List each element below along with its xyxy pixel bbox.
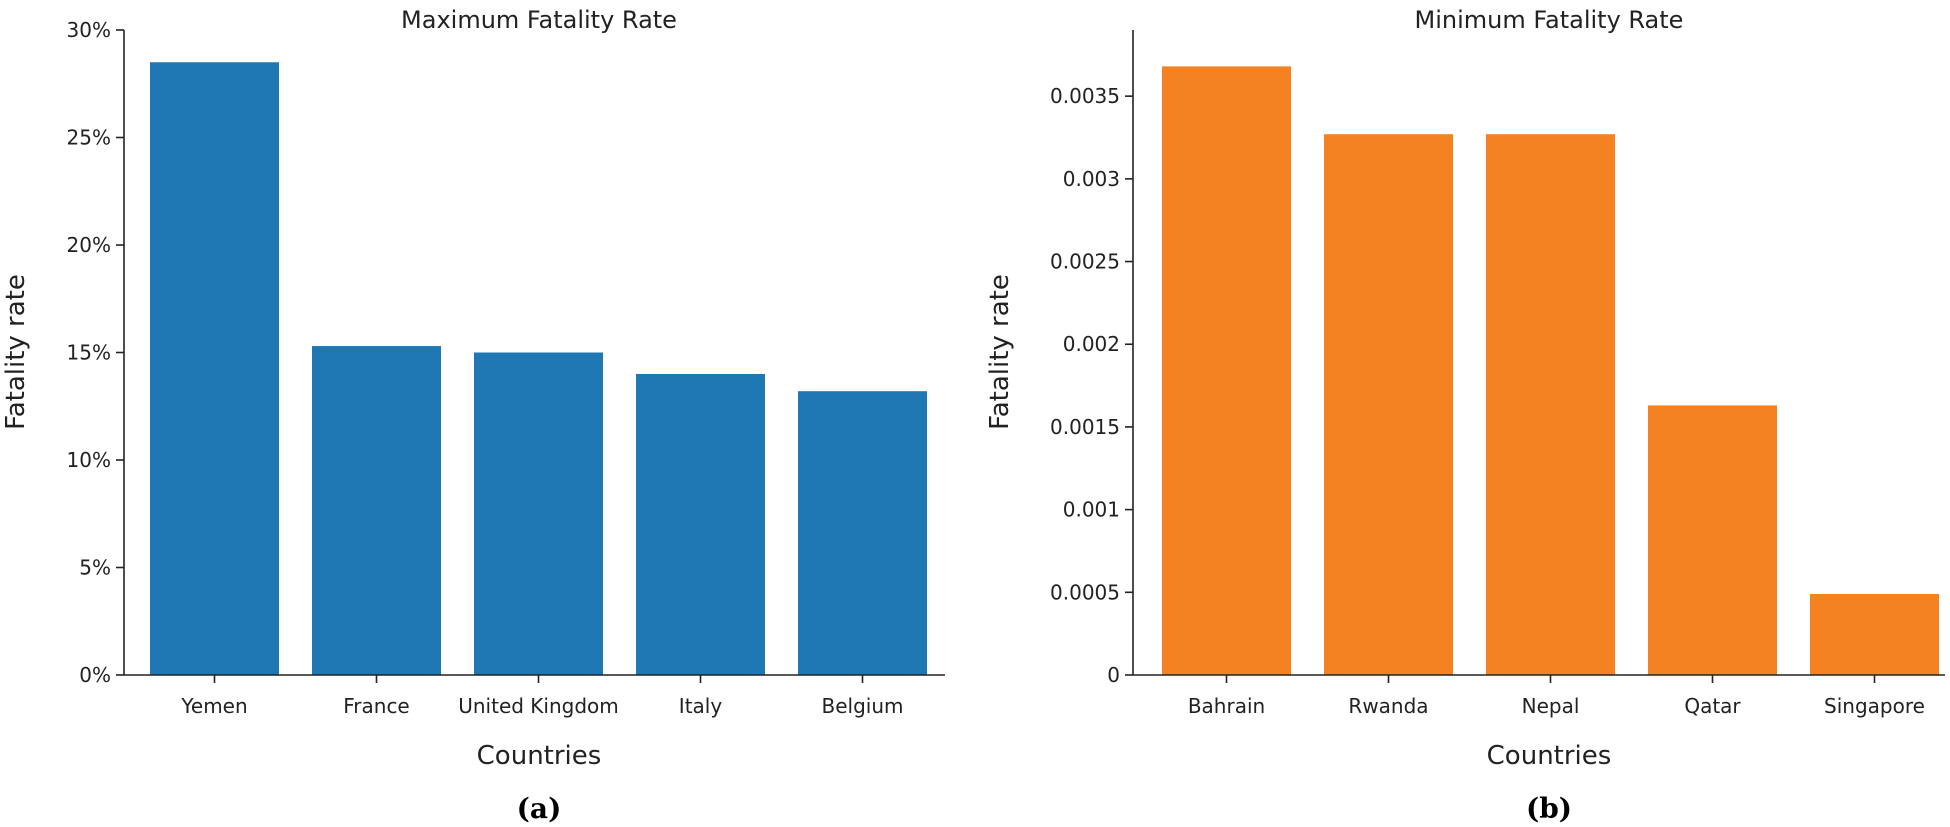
y-tick-label: 0.001 [1063,498,1120,522]
y-axis-label: Fatality rate [985,274,1015,430]
bar-group [1162,66,1939,675]
x-tick-label: Italy [679,694,723,718]
x-axis-label: Countries [1487,741,1612,771]
x-tick-label: Nepal [1522,694,1580,718]
bar-qatar [1648,405,1777,675]
bar-group [150,62,927,675]
y-tick-label: 10% [67,448,111,472]
y-tick-label: 5% [79,556,111,580]
y-tick-label: 0.003 [1063,167,1120,191]
bar-france [312,346,441,675]
bar-italy [636,374,765,675]
x-tick-label: Belgium [822,694,904,718]
chart-title: Minimum Fatality Rate [1415,6,1684,34]
y-tick-label: 30% [67,18,111,42]
chart-panel-min-fatality: Minimum Fatality Rate 0 0.0005 0.001 0.0015… [985,6,1945,825]
bar-singapore [1810,593,1939,675]
x-tick-label: Bahrain [1188,694,1265,718]
bar-belgium [798,391,927,675]
bar-yemen [150,62,279,675]
x-tick-label: Yemen [180,694,247,718]
x-tick-label: Rwanda [1348,694,1428,718]
y-axis-label: Fatality rate [1,274,31,430]
y-axis-ticks: 0 0.0005 0.001 0.0015 0.002 0.0025 0.003 0.0035 [1050,84,1133,687]
chart-title: Maximum Fatality Rate [401,6,677,34]
y-tick-label: 0 [1107,663,1120,687]
y-tick-label: 0.0005 [1050,580,1120,604]
y-tick-label: 20% [67,233,111,257]
y-tick-label: 15% [67,341,111,365]
x-tick-label: United Kingdom [458,694,619,718]
bar-nepal [1486,134,1615,675]
x-axis-ticks: Yemen France United Kingdom Italy Belgium [180,675,904,718]
bar-rwanda [1324,134,1453,675]
bar-bahrain [1162,66,1291,675]
y-tick-label: 0.0015 [1050,415,1120,439]
y-tick-label: 0% [79,663,111,687]
y-tick-label: 0.0025 [1050,250,1120,274]
x-tick-label: France [343,694,410,718]
x-tick-label: Qatar [1684,694,1741,718]
y-tick-label: 0.002 [1063,332,1120,356]
bar-united-kingdom [474,352,603,675]
y-tick-label: 25% [67,126,111,150]
y-axis-ticks: 0% 5% 10% 15% 20% 25% 30% [67,18,124,687]
panel-label-b: (b) [1526,792,1572,825]
x-axis-ticks: Bahrain Rwanda Nepal Qatar Singapore [1188,675,1925,718]
x-tick-label: Singapore [1824,694,1925,718]
y-tick-label: 0.0035 [1050,84,1120,108]
chart-panel-max-fatality: Maximum Fatality Rate 0% 5% 10% 15% 20% 25% 30… [1,6,945,825]
x-axis-label: Countries [477,741,602,771]
panel-label-a: (a) [517,792,562,825]
